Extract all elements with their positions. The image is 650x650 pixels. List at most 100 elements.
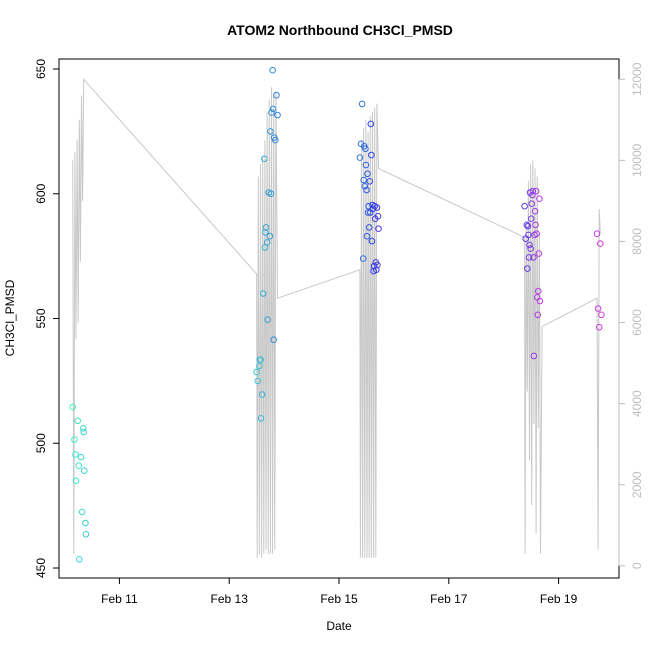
data-point — [72, 477, 80, 485]
data-point — [72, 451, 79, 458]
data-point — [258, 391, 266, 398]
data-point — [366, 178, 374, 185]
chart-title: ATOM2 Northbound CH3Cl_PMSD — [227, 22, 453, 38]
data-point — [367, 120, 375, 128]
right-tick-label: 8000 — [630, 228, 644, 255]
line-series — [72, 77, 601, 558]
data-point — [527, 245, 534, 252]
data-point — [525, 254, 533, 261]
data-point — [262, 224, 270, 231]
data-point — [269, 105, 277, 113]
data-point — [374, 261, 381, 269]
data-point — [82, 519, 89, 527]
data-point — [363, 232, 371, 240]
data-point — [274, 111, 281, 119]
y-tick-label: 600 — [34, 183, 48, 203]
right-axis: 0 2000 4000 6000 8000 10000 12000 — [618, 62, 644, 569]
data-point — [531, 207, 539, 215]
data-point — [536, 297, 544, 305]
data-point — [521, 202, 528, 210]
scatter-series — [69, 66, 605, 563]
series-line — [72, 77, 601, 558]
data-point — [264, 316, 271, 324]
data-point — [359, 255, 367, 262]
data-point — [269, 66, 276, 74]
data-point — [532, 221, 539, 229]
y-axis-label: CH3Cl_PMSD — [3, 279, 17, 356]
data-point — [535, 250, 543, 257]
x-tick-label: Feb 15 — [320, 592, 358, 606]
data-point — [362, 145, 369, 153]
x-axis-label: Date — [326, 619, 352, 633]
data-point — [529, 187, 537, 195]
x-tick-label: Feb 13 — [211, 592, 249, 606]
right-tick-label: 2000 — [630, 471, 644, 498]
data-point — [526, 241, 533, 249]
data-point — [368, 237, 376, 245]
data-point — [74, 417, 81, 425]
data-point — [268, 109, 275, 116]
data-point — [536, 195, 543, 202]
data-point — [524, 265, 531, 272]
data-point — [261, 155, 268, 163]
x-tick-label: Feb 19 — [540, 592, 578, 606]
data-point — [259, 290, 267, 297]
x-tick-label: Feb 11 — [101, 592, 138, 606]
data-point — [524, 222, 532, 230]
data-point — [273, 91, 280, 99]
data-point — [368, 151, 375, 159]
data-point — [364, 209, 372, 216]
data-point — [375, 225, 382, 232]
data-point — [361, 183, 369, 190]
y-tick-label: 650 — [34, 59, 48, 79]
data-point — [373, 266, 380, 274]
right-tick-label: 12000 — [630, 62, 644, 96]
data-point — [530, 352, 538, 360]
right-tick-label: 10000 — [630, 143, 644, 177]
data-point — [365, 224, 373, 231]
data-point — [597, 240, 604, 247]
data-point — [253, 368, 260, 376]
y-axis: 450 500 550 600 650 — [34, 59, 60, 578]
data-point — [78, 508, 86, 516]
data-point — [77, 453, 85, 461]
data-point — [532, 187, 540, 195]
data-point — [69, 403, 76, 411]
data-point — [529, 191, 536, 199]
y-tick-label: 500 — [34, 433, 48, 453]
data-point — [356, 154, 364, 161]
data-point — [523, 221, 531, 229]
data-point — [262, 229, 269, 236]
data-point — [363, 186, 370, 194]
data-point — [257, 415, 265, 422]
data-point — [263, 239, 271, 246]
right-tick-label: 6000 — [630, 309, 644, 336]
data-point — [81, 467, 88, 475]
data-point — [254, 377, 262, 385]
data-point — [358, 100, 366, 108]
data-point — [71, 436, 78, 443]
y-tick-label: 450 — [34, 558, 48, 578]
data-point — [360, 176, 368, 184]
data-point — [267, 128, 274, 135]
data-point — [373, 204, 381, 211]
data-point — [535, 287, 542, 295]
data-point — [593, 230, 601, 237]
x-tick-label: Feb 17 — [430, 592, 468, 606]
data-point — [362, 161, 370, 169]
right-tick-label: 0 — [630, 562, 644, 569]
data-point — [75, 462, 83, 470]
data-point — [76, 556, 83, 563]
data-point — [256, 362, 263, 370]
data-point — [257, 356, 264, 364]
data-point — [266, 232, 274, 240]
data-point — [374, 212, 382, 220]
data-point — [528, 200, 536, 207]
data-point — [79, 425, 87, 432]
data-point — [272, 136, 279, 144]
data-point — [267, 190, 275, 197]
data-point — [80, 428, 87, 436]
y-tick-label: 550 — [34, 308, 48, 328]
data-point — [595, 323, 603, 331]
